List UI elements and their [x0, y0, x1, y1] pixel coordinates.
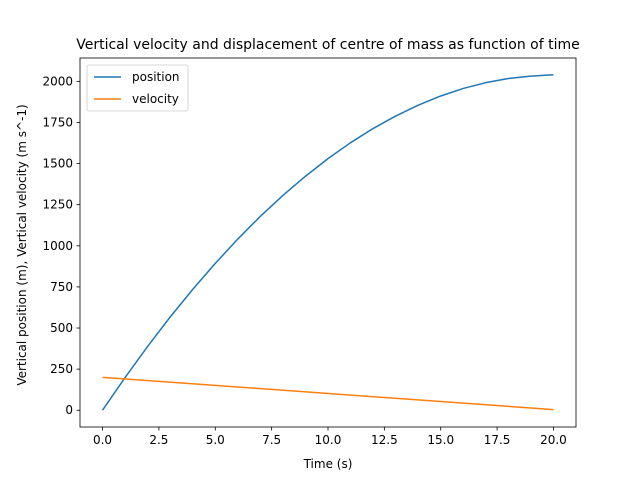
series-line-position [101, 74, 554, 411]
x-tick-label: 10.0 [315, 433, 342, 447]
y-tick-label: 750 [50, 280, 73, 294]
plot-area: 0.0 2.5 5.0 7.5 10.0 12.5 15.0 17.5 20.0 0 250 500 7… [42, 57, 577, 447]
plot-frame [79, 57, 577, 428]
chart-title: Vertical velocity and displacement of ce… [76, 37, 579, 53]
y-tick-label: 1750 [42, 115, 73, 129]
x-tick-label: 20.0 [540, 433, 567, 447]
x-tick-label: 5.0 [206, 433, 225, 447]
y-tick-label: 500 [50, 321, 73, 335]
x-tick-label: 7.5 [262, 433, 281, 447]
x-tick-label: 0.0 [93, 433, 112, 447]
x-tick-label: 12.5 [371, 433, 398, 447]
y-tick-label: 1000 [42, 239, 73, 253]
y-tick-label: 250 [50, 362, 73, 376]
x-tick-label: 15.0 [427, 433, 454, 447]
legend-label-position: position [132, 70, 180, 84]
y-tick-label: 2000 [42, 74, 73, 88]
x-axis-label: Time (s) [303, 457, 353, 471]
y-tick-label: 0 [65, 403, 73, 417]
x-tick-label: 17.5 [484, 433, 511, 447]
y-tick-label: 1500 [42, 157, 73, 171]
legend-label-velocity: velocity [132, 92, 179, 106]
y-tick-label: 1250 [42, 198, 73, 212]
series-line-velocity [102, 376, 554, 411]
x-tick-label: 2.5 [149, 433, 168, 447]
y-axis-label: Vertical position (m), Vertical velocity… [15, 104, 29, 385]
